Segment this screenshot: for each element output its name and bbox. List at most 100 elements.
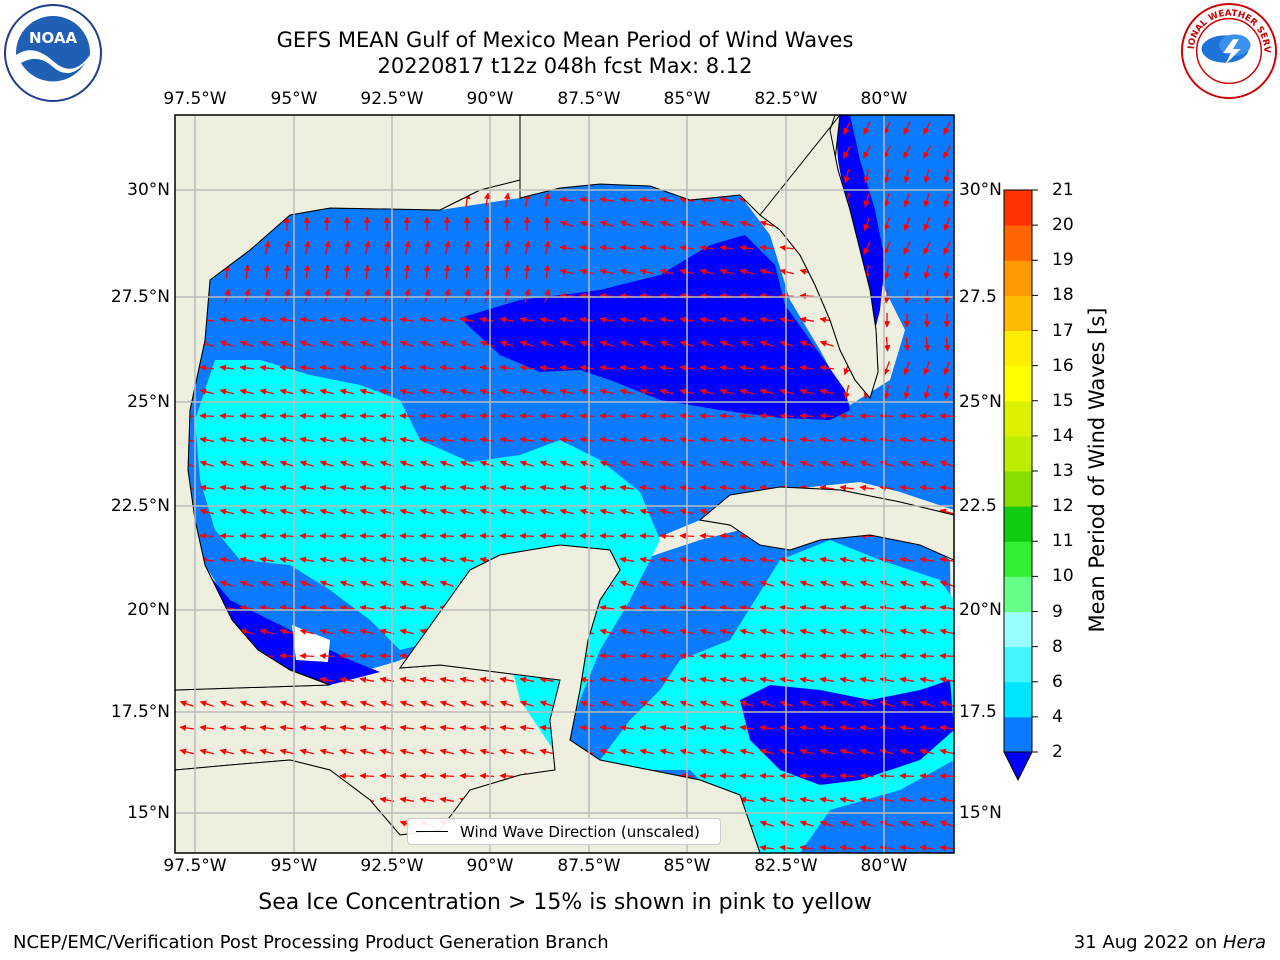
wave-direction-arrow [779,820,794,827]
wave-direction-arrow [299,724,314,732]
wave-direction-arrow [619,508,634,515]
wave-direction-arrow [839,580,854,587]
wave-direction-arrow [939,724,954,732]
wave-direction-arrow [279,508,294,515]
wave-direction-arrow [579,412,595,420]
wave-direction-arrow [499,340,514,347]
wave-direction-arrow [319,508,334,515]
wave-direction-arrow [339,436,355,443]
wave-direction-arrow [779,412,795,420]
wave-direction-arrow [659,508,674,515]
wave-direction-arrow [739,460,754,467]
wave-direction-arrow [419,508,434,515]
wave-direction-arrow [639,484,654,492]
wave-direction-arrow [339,556,355,563]
wave-direction-arrow [639,244,654,252]
wave-direction-arrow [439,364,454,372]
wave-direction-arrow [903,361,910,376]
wave-direction-arrow [299,316,315,323]
wave-direction-arrow [923,265,930,280]
wave-direction-arrow [779,772,795,780]
wave-direction-arrow [899,700,914,707]
wave-direction-arrow [839,772,855,780]
wave-direction-arrow [759,676,775,683]
wave-direction-arrow [599,748,614,755]
wave-direction-arrow [779,652,795,660]
lon-tick-label-top: 85°W [663,89,711,109]
colorbar-tick-label: 15 [1052,390,1074,411]
wave-direction-arrow [499,700,514,707]
wave-direction-arrow [359,340,374,347]
wave-direction-arrow [779,844,794,852]
wave-direction-arrow [444,240,451,255]
wave-direction-arrow [239,436,255,443]
wave-direction-arrow [364,288,371,303]
wave-direction-arrow [219,556,235,563]
lat-tick-label-right: 30°N [959,180,1002,200]
wave-direction-arrow [619,316,635,323]
wave-direction-arrow [863,241,871,255]
wave-direction-arrow [339,364,354,372]
wave-direction-arrow [639,340,654,347]
wave-direction-arrow [659,724,674,732]
wave-direction-arrow [599,628,614,635]
wave-direction-arrow [479,436,495,443]
wave-direction-arrow [939,556,954,563]
wave-direction-arrow [863,121,871,135]
wave-direction-arrow [559,436,575,443]
wave-direction-arrow [399,772,415,780]
colorbar-tick-label: 16 [1052,355,1074,376]
wave-direction-arrow [899,580,914,587]
wave-direction-arrow [299,580,314,587]
lon-tick-label-top: 82.5°W [754,89,818,109]
wave-direction-arrow [659,556,675,563]
wave-direction-arrow [779,340,794,347]
wave-direction-arrow [599,676,615,683]
wave-direction-arrow [359,652,375,660]
wave-direction-arrow [459,676,475,683]
wave-direction-arrow [539,508,554,515]
wave-direction-arrow [939,652,954,660]
wave-direction-arrow [639,700,654,707]
wave-direction-arrow [499,316,515,323]
colorbar-swatch [1004,611,1032,648]
wave-direction-arrow [923,145,931,159]
wave-direction-arrow [419,484,434,492]
wave-direction-arrow [919,628,934,635]
wave-direction-arrow [879,676,895,683]
lat-tick-label-left: 20°N [127,600,170,620]
wave-direction-arrow [859,604,874,612]
wave-direction-arrow [279,700,294,707]
wave-direction-arrow [359,508,374,515]
wave-direction-arrow [919,796,935,803]
wave-direction-arrow [879,604,894,612]
wave-direction-arrow [519,724,534,732]
wave-direction-arrow [619,676,635,683]
wave-direction-arrow [259,580,274,587]
wave-direction-arrow [319,652,335,660]
wave-direction-arrow [239,388,254,395]
wave-direction-arrow [459,340,474,347]
wave-direction-arrow [719,628,734,635]
wave-direction-arrow [239,580,254,587]
wave-direction-arrow [259,340,274,347]
wave-direction-arrow [359,580,374,587]
wave-direction-arrow [439,700,454,707]
wave-direction-arrow [339,652,355,660]
wave-direction-arrow [279,748,294,755]
wave-direction-arrow [339,316,355,323]
wave-direction-arrow [739,556,755,563]
wave-direction-arrow [859,628,874,635]
wave-direction-arrow [839,820,854,827]
wave-direction-arrow [739,580,754,587]
wave-direction-arrow [459,532,475,540]
wave-direction-arrow [619,628,634,635]
wave-direction-arrow [399,412,415,420]
wave-direction-arrow [219,340,234,347]
wave-direction-arrow [559,220,574,227]
wave-direction-arrow [319,532,335,540]
colorbar-tick-label: 17 [1052,320,1074,341]
wave-direction-arrow [439,556,455,563]
wave-direction-arrow [239,556,255,563]
wave-direction-arrow [219,580,234,587]
